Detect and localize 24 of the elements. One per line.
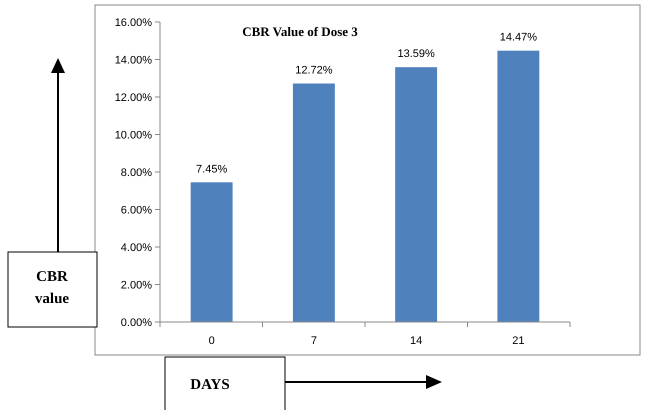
y-tick-label: 4.00% <box>120 242 152 254</box>
y-tick-label: 6.00% <box>120 204 152 216</box>
y-tick-label: 12.00% <box>114 92 152 104</box>
y-tick-label: 8.00% <box>120 166 152 179</box>
data-label: 13.59% <box>397 48 435 60</box>
bar <box>395 67 438 322</box>
data-label: 12.72% <box>295 64 333 76</box>
y-tick-label: 10.00% <box>114 129 152 142</box>
x-tick-label: 14 <box>410 335 422 347</box>
y-tick-label: 0.00% <box>120 316 152 329</box>
x-tick-label: 7 <box>310 335 317 347</box>
x-tick-label: 21 <box>512 335 524 347</box>
y-tick-label: 14.00% <box>114 54 152 66</box>
x-axis-title: DAYS <box>190 377 230 393</box>
data-label: 7.45% <box>196 163 228 176</box>
bar <box>497 50 540 322</box>
x-tick-label: 0 <box>208 335 215 347</box>
y-tick-label: 16.00% <box>114 16 152 29</box>
bar <box>292 84 335 322</box>
y-tick-label: 2.00% <box>120 279 152 292</box>
data-label: 14.47% <box>500 32 538 44</box>
y-axis-title: CBR value <box>34 269 70 307</box>
chart-title: CBR Value of Dose 3 <box>242 24 358 39</box>
bar <box>190 182 233 322</box>
